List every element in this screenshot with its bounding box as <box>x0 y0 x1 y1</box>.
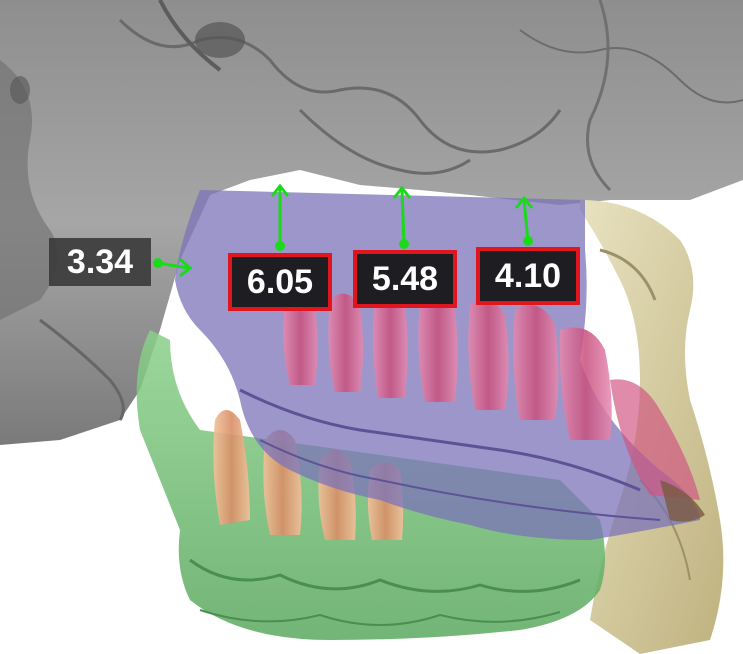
measurement-label-6-05: 6.05 <box>228 253 332 311</box>
measurement-label-5-48: 5.48 <box>353 250 457 308</box>
measurement-label-4-10: 4.10 <box>476 247 580 305</box>
measurement-label-3-34: 3.34 <box>49 238 151 286</box>
